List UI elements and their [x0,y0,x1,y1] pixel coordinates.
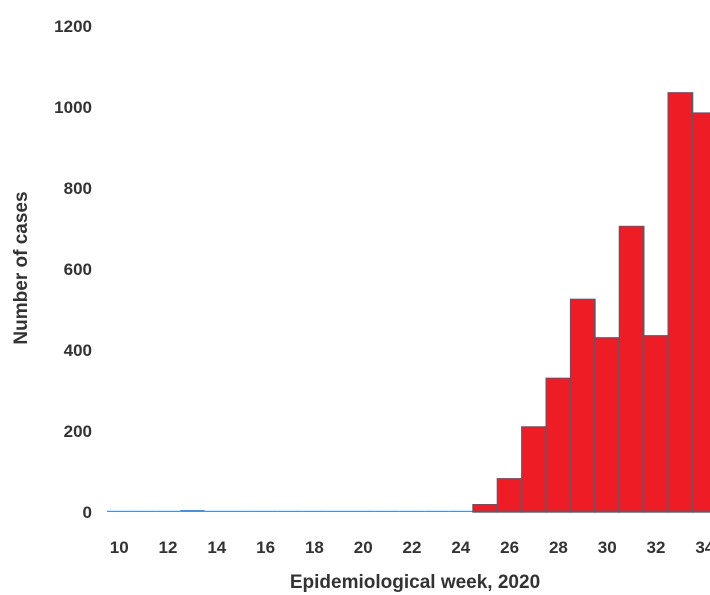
bar [180,509,205,512]
bar [253,510,278,512]
y-tick-label: 1000 [54,98,92,117]
bar [326,510,351,512]
x-tick-label: 10 [110,538,129,557]
y-tick-label: 1200 [54,17,92,36]
x-tick-label: 32 [647,538,666,557]
bar [375,510,400,512]
bar [496,478,523,513]
bar [204,510,229,512]
bar [472,504,499,513]
bar [691,112,710,513]
y-tick-label: 400 [64,341,92,360]
x-tick-label: 16 [256,538,275,557]
bar [594,337,621,513]
y-tick-label: 600 [64,260,92,279]
bars [107,92,710,513]
x-tick-label: 26 [500,538,519,557]
y-axis-title: Number of cases [11,191,32,344]
bar [131,510,156,512]
x-axis-title: Epidemiological week, 2020 [290,572,540,593]
bar [569,298,596,513]
y-tick-label: 0 [83,503,92,522]
bar [229,510,254,512]
bar [521,426,547,513]
bar [399,510,425,512]
x-tick-label: 12 [159,538,178,557]
bar [448,510,473,512]
x-tick-label: 20 [354,538,373,557]
x-tick-label: 14 [207,538,226,557]
x-tick-label: 24 [451,538,470,557]
y-axis-ticks: 0 200 400 600 800 1000 1200 [54,17,92,522]
x-tick-label: 18 [305,538,324,557]
bar [277,510,303,512]
x-tick-label: 22 [403,538,422,557]
bar [302,510,327,512]
bar [155,510,181,512]
y-tick-label: 800 [64,179,92,198]
bar [643,335,669,513]
bar [667,92,694,513]
bar [424,510,449,512]
x-tick-label: 34 [695,538,710,557]
y-tick-label: 200 [64,422,92,441]
x-tick-label: 28 [549,538,568,557]
bar [618,225,645,513]
bar [545,377,572,513]
bar [351,510,376,512]
bar [107,510,132,512]
x-axis-ticks: 10 12 14 16 18 20 22 24 26 28 30 32 34 [110,538,710,557]
x-tick-label: 30 [598,538,617,557]
